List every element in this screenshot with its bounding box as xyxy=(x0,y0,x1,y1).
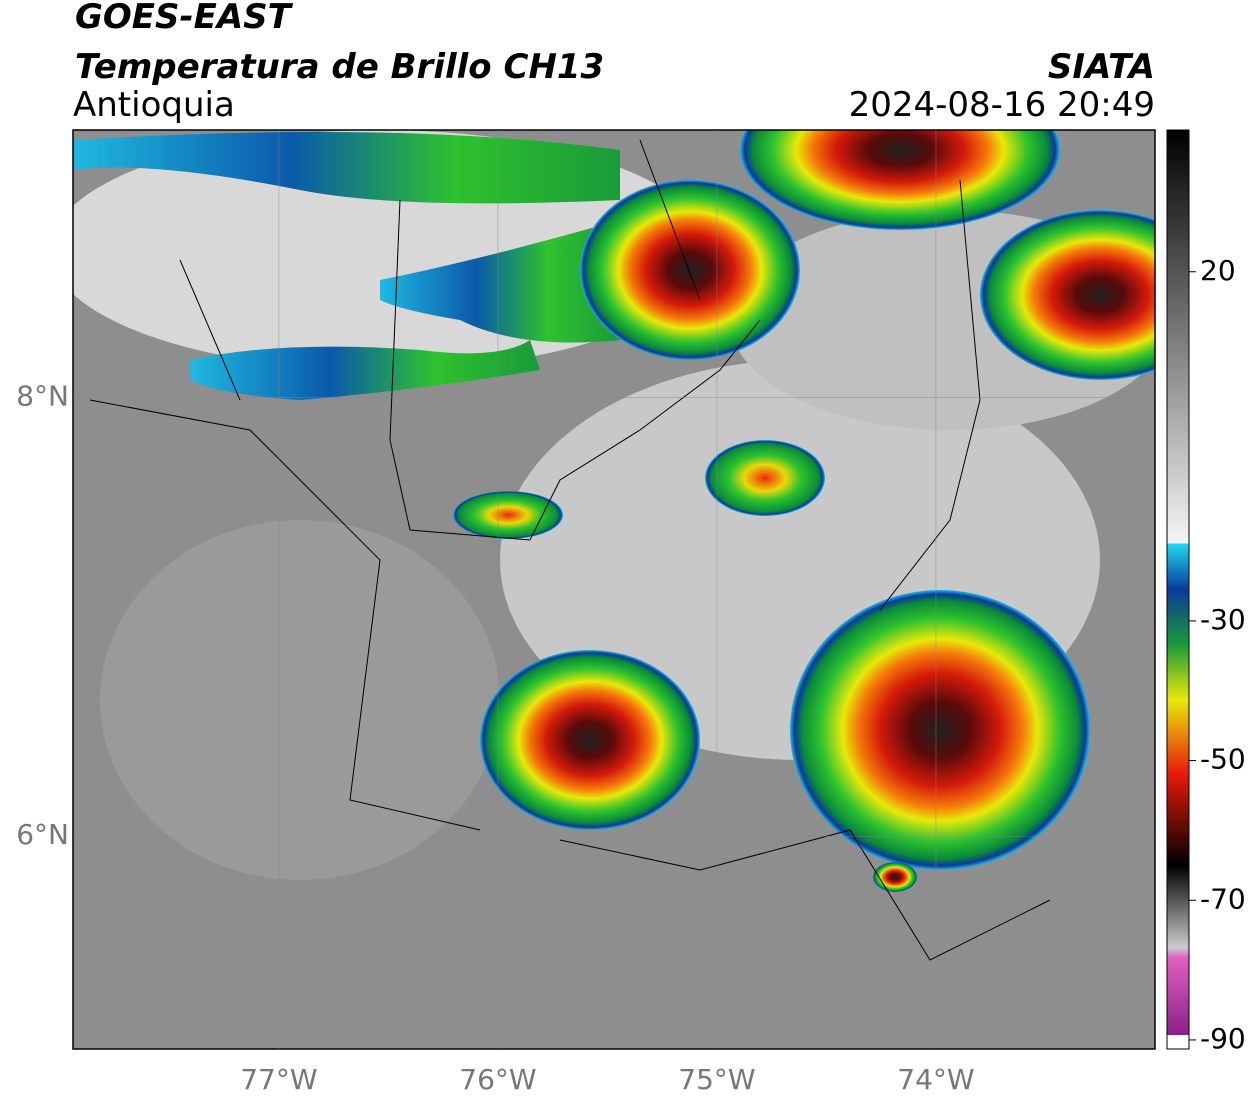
lon-tick-label: 74°W xyxy=(897,1063,974,1096)
borders xyxy=(89,139,1051,961)
cloud-band xyxy=(73,132,620,204)
colorbar-tick-label: -50 xyxy=(1200,743,1246,776)
product: Temperatura de Brillo CH13 xyxy=(75,47,604,87)
lon-tick-label: 77°W xyxy=(240,1063,317,1096)
source: SIATA xyxy=(1048,47,1155,87)
satellite: GOES-EAST xyxy=(75,0,294,37)
region: Antioquia xyxy=(73,85,235,125)
storm xyxy=(705,440,825,516)
colorbar-tick-label: 20 xyxy=(1200,254,1236,287)
storm xyxy=(790,590,1090,870)
storm xyxy=(980,210,1155,380)
storm xyxy=(873,862,917,892)
colorbar xyxy=(1166,129,1190,1050)
storm xyxy=(480,650,700,830)
cloud-band xyxy=(190,340,540,400)
cloud xyxy=(100,520,500,880)
datetime: 2024-08-16 20:49 xyxy=(849,85,1155,125)
storm xyxy=(580,180,800,360)
cloud-band xyxy=(380,220,620,343)
map-frame xyxy=(72,129,1156,1050)
lat-tick-label: 6°N xyxy=(16,818,69,851)
storm xyxy=(453,491,563,539)
lon-tick-label: 76°W xyxy=(459,1063,536,1096)
colorbar-tick-label: -30 xyxy=(1200,603,1246,636)
colorbar-tick-label: -70 xyxy=(1200,882,1246,915)
colorbar-tick-label: -90 xyxy=(1200,1022,1246,1055)
storm xyxy=(740,130,1060,230)
lon-tick-label: 75°W xyxy=(678,1063,755,1096)
lat-tick-label: 8°N xyxy=(16,380,69,413)
satellite-image xyxy=(73,130,1155,1049)
